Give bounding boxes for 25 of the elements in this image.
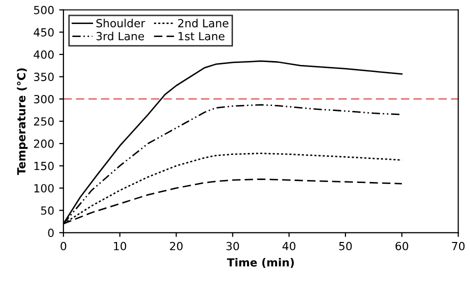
y-axis-title: Temperature (°C) [16, 68, 28, 176]
x-tick-label: 50 [339, 242, 352, 250]
y-tick-label: 450 [34, 28, 54, 37]
legend-label: 3rd Lane [96, 32, 144, 40]
x-tick-label: 60 [396, 242, 408, 250]
y-tick-label: 500 [34, 6, 54, 14]
x-axis-title: Time (min) [226, 258, 294, 268]
y-tick-label: 300 [34, 94, 54, 104]
legend-label: 2nd Lane [178, 18, 228, 28]
y-tick-label: 250 [34, 117, 54, 126]
x-tick-label: 40 [282, 242, 296, 250]
legend-label: Shoulder [96, 18, 146, 28]
x-tick-label: 70 [452, 242, 465, 250]
y-tick-label: 0 [48, 228, 54, 238]
x-tick-label: 30 [226, 242, 239, 250]
y-tick-label: 350 [34, 72, 54, 82]
y-tick-label: 200 [34, 140, 54, 148]
x-tick-label: 0 [60, 242, 66, 250]
y-tick-label: 50 [41, 206, 54, 215]
legend-label: 1st Lane [178, 32, 224, 40]
y-tick-label: 400 [34, 50, 54, 59]
x-tick-label: 20 [170, 242, 183, 250]
x-tick-label: 10 [114, 242, 126, 250]
y-tick-label: 150 [34, 162, 54, 170]
y-tick-label: 100 [34, 184, 54, 192]
